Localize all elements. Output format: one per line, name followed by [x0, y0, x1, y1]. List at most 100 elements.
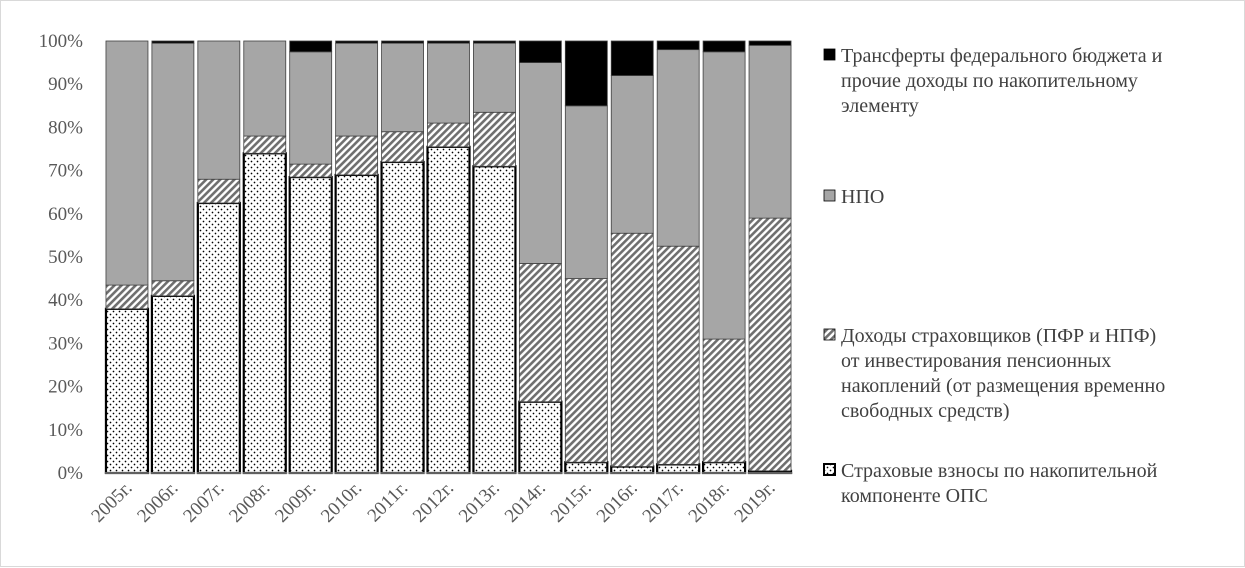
bar-segment-transfers [381, 40, 424, 44]
bar-segment-investment-income [197, 178, 241, 204]
x-tick-label: 2006г. [133, 478, 182, 527]
bar-segment-investment-income [610, 232, 654, 467]
bar-column [196, 40, 241, 475]
bar-segment-investment-income [105, 284, 149, 310]
bar-segment-investment-income [381, 131, 424, 163]
y-tick-label: 50% [48, 247, 83, 268]
bar-segment-contributions [518, 400, 563, 475]
bar-column [288, 40, 333, 475]
bar-segment-npo [381, 42, 424, 133]
legend: Трансферты федерального бюджета и прочие … [823, 45, 1165, 507]
legend-entry: НПО [823, 186, 884, 208]
legend-swatch [823, 463, 836, 476]
legend-entry: Страховые взносы по накопительной компоне… [823, 460, 1158, 507]
bar-segment-contributions [196, 201, 241, 475]
legend-label: от инвестирования пенсионных [841, 350, 1111, 372]
y-tick-label: 20% [48, 377, 83, 398]
bar-column [380, 40, 425, 475]
bar-segment-investment-income [748, 217, 792, 472]
bar-segment-npo [289, 51, 333, 165]
y-tick-label: 10% [48, 420, 83, 441]
legend-label: свободных средств) [841, 400, 1010, 422]
bar-segment-npo [151, 42, 195, 282]
x-tick-label: 2017г. [639, 478, 688, 527]
y-axis: 0% 10% 20% 30% 40% 50% 60% 70% 80% 90% 100% [39, 31, 84, 484]
bar-segment-investment-income [518, 263, 562, 403]
bar-segment-transfers [427, 40, 470, 44]
x-tick-label: 2015г. [547, 478, 596, 527]
bar-segment-investment-income [289, 163, 333, 178]
bar-segment-npo [564, 105, 608, 280]
bar-segment-contributions [104, 307, 150, 475]
legend-swatch [823, 189, 836, 202]
bar-segment-transfers [335, 40, 379, 44]
legend-swatch [823, 48, 836, 61]
bar-segment-npo [610, 75, 654, 234]
bar-segment-transfers [656, 40, 700, 51]
x-axis: 2005г.2006г.2007г.2008г.2009г.2010г.2011… [87, 478, 779, 527]
y-tick-label: 30% [48, 333, 83, 354]
x-tick-label: 2009г. [271, 478, 320, 527]
y-tick-label: 100% [39, 31, 84, 52]
bar-segment-contributions [610, 465, 655, 475]
bar-segment-investment-income [427, 122, 470, 148]
bar-segment-contributions [334, 173, 379, 475]
bar-segment-contributions [472, 165, 517, 475]
bar-segment-npo [427, 42, 470, 124]
y-tick-label: 0% [58, 463, 84, 484]
bar-segment-transfers [610, 40, 654, 76]
legend-label: Трансферты федерального бюджета и [841, 45, 1163, 67]
y-tick-label: 70% [48, 161, 83, 182]
bar-column [334, 40, 379, 475]
bar-segment-contributions [656, 463, 701, 475]
x-tick-label: 2005г. [87, 478, 136, 527]
bar-segment-investment-income [335, 135, 379, 176]
legend-label: Страховые взносы по накопительной [841, 460, 1158, 482]
x-tick-label: 2019г. [730, 478, 779, 527]
legend-label: элементу [841, 95, 919, 117]
x-tick-label: 2007г. [179, 478, 228, 527]
bar-segment-investment-income [564, 278, 608, 463]
x-tick-label: 2014г. [501, 478, 550, 527]
bar-column [564, 40, 609, 475]
bars-group [104, 40, 793, 475]
bar-segment-investment-income [151, 280, 195, 297]
bar-segment-contributions [380, 160, 425, 475]
bar-segment-contributions [288, 175, 333, 475]
x-tick-label: 2016г. [593, 478, 642, 527]
bar-segment-transfers [473, 40, 516, 44]
bar-segment-investment-income [473, 111, 516, 167]
y-tick-label: 80% [48, 117, 83, 138]
bar-column [426, 40, 471, 475]
bar-segment-transfers [564, 40, 608, 107]
bar-segment-npo [702, 51, 746, 340]
bar-segment-npo [197, 40, 241, 180]
x-tick-label: 2013г. [455, 478, 504, 527]
x-tick-label: 2018г. [685, 478, 734, 527]
x-tick-label: 2008г. [225, 478, 274, 527]
x-tick-label: 2010г. [317, 478, 366, 527]
bar-segment-transfers [748, 40, 792, 46]
bar-segment-transfers [289, 40, 333, 53]
bar-column [656, 40, 701, 475]
bar-column [242, 40, 287, 475]
bar-segment-npo [656, 49, 700, 247]
bar-segment-contributions [242, 152, 287, 475]
bar-column [747, 40, 793, 475]
bar-column [701, 40, 747, 475]
legend-label: прочие доходы по накопительному [841, 70, 1138, 92]
bar-segment-investment-income [243, 135, 287, 154]
bar-segment-contributions [701, 461, 747, 475]
bar-segment-contributions [426, 145, 471, 475]
legend-entry: Трансферты федерального бюджета и прочие … [823, 45, 1163, 117]
x-tick-label: 2012г. [409, 478, 458, 527]
bar-segment-npo [473, 42, 516, 113]
bar-column [518, 40, 563, 475]
legend-label: НПО [841, 186, 884, 208]
legend-swatch [823, 328, 836, 341]
bar-segment-transfers [518, 40, 562, 64]
y-tick-label: 60% [48, 204, 83, 225]
bar-segment-investment-income [656, 245, 700, 465]
